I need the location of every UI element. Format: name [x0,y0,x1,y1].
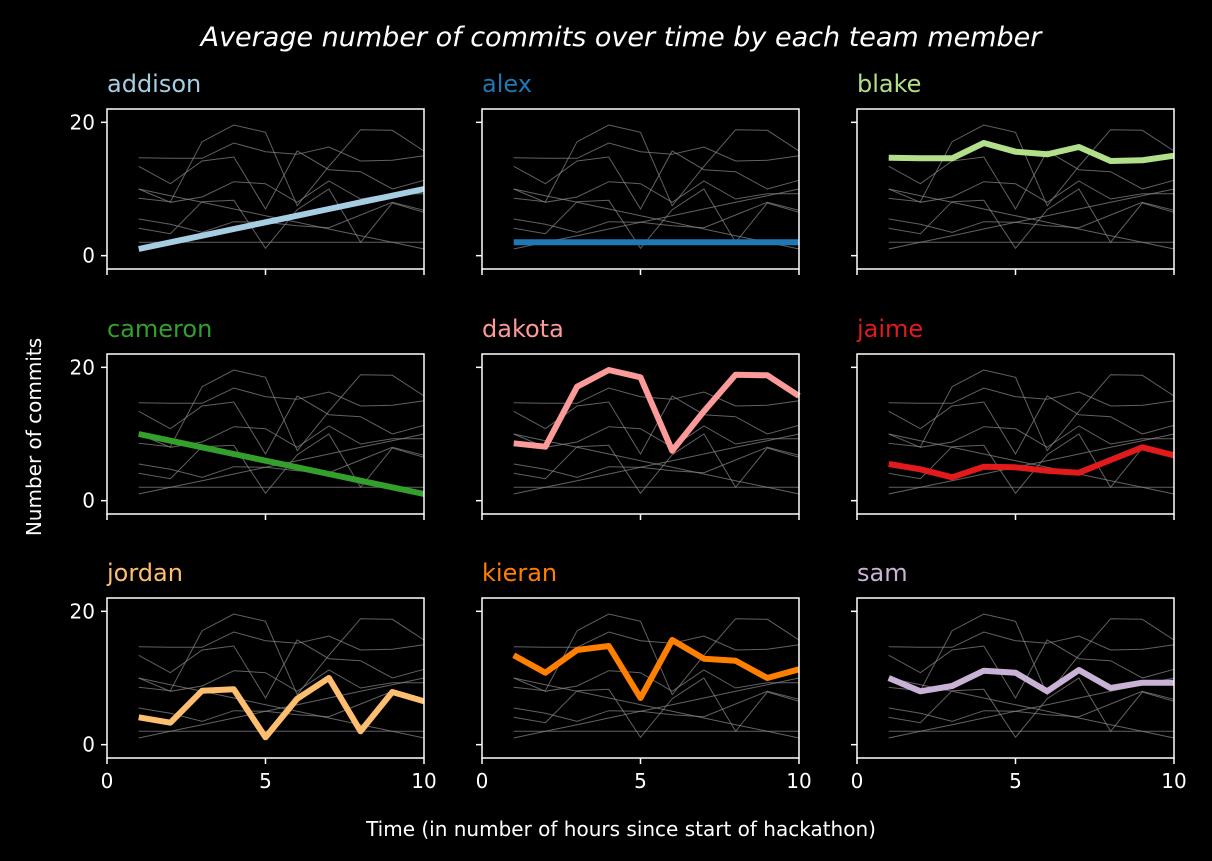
x-tick-label: 10 [1161,769,1186,793]
panel-alex: alex [476,70,800,275]
background-line-jordan [513,433,800,495]
panel-title-sam: sam [857,559,908,587]
panel-title-cameron: cameron [107,315,212,343]
background-line-jaime [513,446,800,478]
background-line-dakota [138,613,425,696]
background-line-sam [138,669,424,692]
panel-blake: blake [851,70,1175,275]
x-tick-label: 5 [634,769,647,793]
y-tick-label: 20 [70,355,95,379]
background-line-dakota [888,369,1175,452]
background-line-blake [138,387,425,407]
background-line-jaime [138,446,425,478]
background-line-sam [888,425,1174,448]
y-tick-label: 0 [82,733,95,757]
background-line-jordan [513,677,800,739]
series-line-addison [138,186,425,252]
background-line-kieran [513,150,800,210]
background-line-sam [513,180,799,203]
background-line-dakota [138,124,425,207]
y-tick-label: 20 [70,599,95,623]
background-line-cameron [513,433,800,495]
background-line-jaime [888,201,1175,233]
panels: addison 0 20 alex blake cameron 0 20 dakota jaime… [70,70,1187,793]
x-axis-label: Time (in number of hours since start of … [365,817,876,841]
background-line-blake [513,631,800,651]
background-line-jordan [138,188,425,250]
background-line-jordan [138,433,425,495]
background-line-sam [513,669,799,692]
background-line-dakota [513,124,800,207]
background-line-cameron [513,188,800,250]
background-line-jordan [888,433,1175,495]
background-line-jordan [513,188,800,250]
panel-addison: addison 0 20 [70,70,425,275]
background-line-blake [888,631,1175,651]
background-line-kieran [888,395,1175,455]
series-line-jaime [888,444,1175,481]
series-line-dakota [513,367,801,454]
panel-title-jaime: jaime [856,315,923,343]
background-line-sam [888,180,1174,203]
panel-sam: sam 0 5 10 [851,559,1187,793]
background-line-cameron [513,677,800,739]
background-line-blake [888,387,1175,407]
x-tick-label: 10 [786,769,811,793]
x-tick-label: 5 [259,769,272,793]
background-line-jaime [138,690,425,722]
background-line-blake [513,142,800,162]
background-line-cameron [138,677,425,739]
background-line-dakota [888,124,1175,207]
y-tick-label: 20 [70,110,95,134]
background-line-jaime [513,690,800,722]
panel-title-kieran: kieran [482,559,557,587]
series-line-jordan [138,675,425,741]
background-line-dakota [513,613,800,696]
background-line-dakota [138,369,425,452]
background-line-kieran [888,639,1175,699]
panel-title-jordan: jordan [106,559,183,587]
background-line-cameron [888,433,1175,495]
background-line-blake [513,387,800,407]
x-tick-label: 10 [411,769,436,793]
y-tick-label: 0 [82,244,95,268]
background-line-jordan [888,188,1175,250]
background-line-jordan [888,677,1175,739]
panel-title-addison: addison [107,70,201,98]
panel-jordan: jordan 0 20 0 5 10 [70,559,437,793]
y-tick-label: 0 [82,489,95,513]
panel-title-alex: alex [482,70,532,98]
panel-kieran: kieran 0 5 10 [476,559,812,793]
background-line-kieran [138,639,425,699]
background-line-jaime [138,201,425,233]
panel-dakota: dakota [476,315,801,520]
panel-title-dakota: dakota [482,315,564,343]
background-line-blake [138,142,425,162]
background-line-kieran [138,395,425,455]
panel-cameron: cameron 0 20 [70,315,425,520]
background-line-dakota [888,613,1175,696]
y-axis-label: Number of commits [22,338,46,536]
x-tick-label: 5 [1009,769,1022,793]
background-line-jaime [513,201,800,233]
background-line-sam [513,425,799,448]
chart-title: Average number of commits over time by e… [199,22,1044,53]
background-line-kieran [888,150,1175,210]
background-line-blake [138,631,425,651]
panel-title-blake: blake [857,70,921,98]
background-line-cameron [888,188,1175,250]
x-tick-label: 0 [851,769,864,793]
x-tick-label: 0 [476,769,489,793]
series-line-kieran [512,637,800,701]
x-tick-label: 0 [101,769,114,793]
background-line-kieran [138,150,425,210]
series-line-sam [887,667,1174,695]
background-line-jaime [888,690,1175,722]
panel-jaime: jaime [851,315,1175,520]
series-line-blake [888,140,1175,164]
series-line-cameron [138,431,425,497]
